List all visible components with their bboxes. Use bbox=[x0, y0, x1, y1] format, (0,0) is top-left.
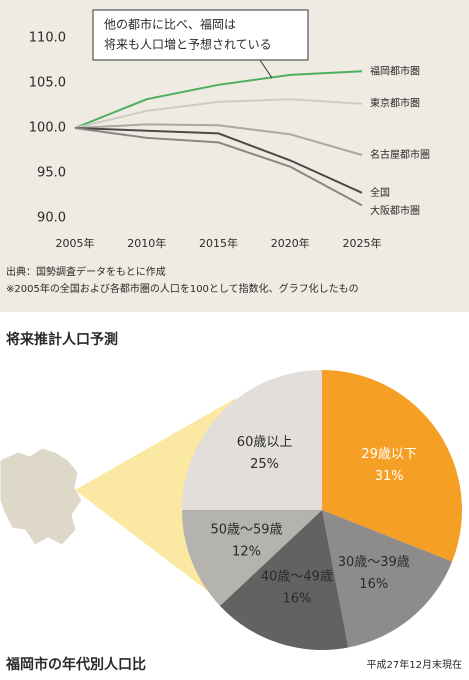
series-line bbox=[74, 70, 363, 129]
series-line bbox=[74, 123, 363, 156]
x-tick-label: 2025年 bbox=[343, 236, 382, 250]
line-chart: 90.0 95.0 100.0 105.0 110.0 2005年 2010年 2015年 20… bbox=[29, 9, 430, 250]
x-tick-label: 2020年 bbox=[271, 236, 310, 250]
series-line bbox=[74, 98, 363, 129]
map-fukuoka bbox=[0, 447, 83, 546]
legend-label: 大阪都市圏 bbox=[370, 204, 420, 217]
series-line bbox=[74, 127, 363, 194]
slice-label: 50歳～59歳 bbox=[210, 522, 282, 537]
x-tick-label: 2010年 bbox=[127, 236, 166, 250]
x-tick-label: 2005年 bbox=[56, 236, 95, 250]
legend-label: 福岡都市圏 bbox=[370, 64, 420, 77]
slice-value: 16% bbox=[359, 577, 388, 592]
slice-value: 16% bbox=[282, 592, 311, 607]
y-tick-label: 105.0 bbox=[29, 76, 66, 91]
date-note: 平成27年12月末現在 bbox=[367, 658, 462, 671]
slice-label: 40歳～49歳 bbox=[261, 570, 333, 585]
legend-label: 名古屋都市圏 bbox=[370, 148, 430, 161]
slice-value: 31% bbox=[375, 469, 404, 484]
y-tick-label: 90.0 bbox=[37, 211, 66, 226]
annotation-text: 他の都市に比べ、福岡は bbox=[104, 17, 236, 32]
source-note: ※2005年の全国および各都市圏の人口を100として指数化、グラフ化したもの bbox=[6, 282, 359, 295]
y-tick-label: 95.0 bbox=[37, 166, 66, 181]
source-note: 出典：国勢調査データをもとに作成 bbox=[6, 265, 166, 278]
annotation-pointer bbox=[259, 59, 273, 79]
annotation-text: 将来も人口増と予想されている bbox=[104, 37, 272, 52]
y-tick-label: 110.0 bbox=[29, 31, 66, 46]
slice-value: 25% bbox=[250, 457, 279, 472]
slice-label: 29歳以下 bbox=[361, 447, 417, 462]
slice-value: 12% bbox=[232, 544, 261, 559]
pie-slice bbox=[322, 370, 462, 562]
pie-slice bbox=[219, 510, 349, 650]
slice-label: 60歳以上 bbox=[237, 435, 293, 450]
section-title: 福岡市の年代別人口比 bbox=[5, 656, 146, 673]
pie-slice bbox=[182, 370, 322, 510]
legend-label: 東京都市圏 bbox=[370, 97, 420, 110]
x-tick-label: 2015年 bbox=[199, 236, 238, 250]
pie-slice bbox=[322, 510, 453, 648]
section-title: 将来推計人口予測 bbox=[6, 331, 118, 348]
pie-slice bbox=[182, 510, 322, 606]
annotation-box bbox=[92, 9, 309, 61]
series-line bbox=[74, 127, 363, 207]
y-tick-label: 100.0 bbox=[29, 121, 66, 136]
pie-chart: 29歳以下 31% 30歳～39歳 16% 40歳～49歳 16% 50歳～59歳 12% 60… bbox=[182, 370, 462, 650]
legend-label: 全国 bbox=[370, 186, 390, 199]
slice-label: 30歳～39歳 bbox=[338, 555, 410, 570]
